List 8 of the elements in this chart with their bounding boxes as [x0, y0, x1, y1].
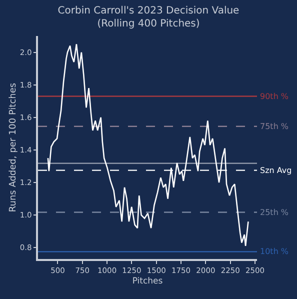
ref-line-label: 25th %	[260, 208, 289, 217]
ref-line-label: Szn Avg	[260, 166, 292, 175]
ref-line-label: 75th %	[260, 122, 289, 131]
chart-title: Corbin Carroll's 2023 Decision Value (Rolling 400 Pitches)	[58, 5, 240, 30]
y-axis-title: Runs Added, per 100 Pitches	[8, 82, 19, 212]
ref-line-label: 10th %	[260, 247, 289, 256]
ref-line-label: 90th %	[260, 92, 289, 101]
x-axis-title: Pitches	[132, 276, 164, 287]
